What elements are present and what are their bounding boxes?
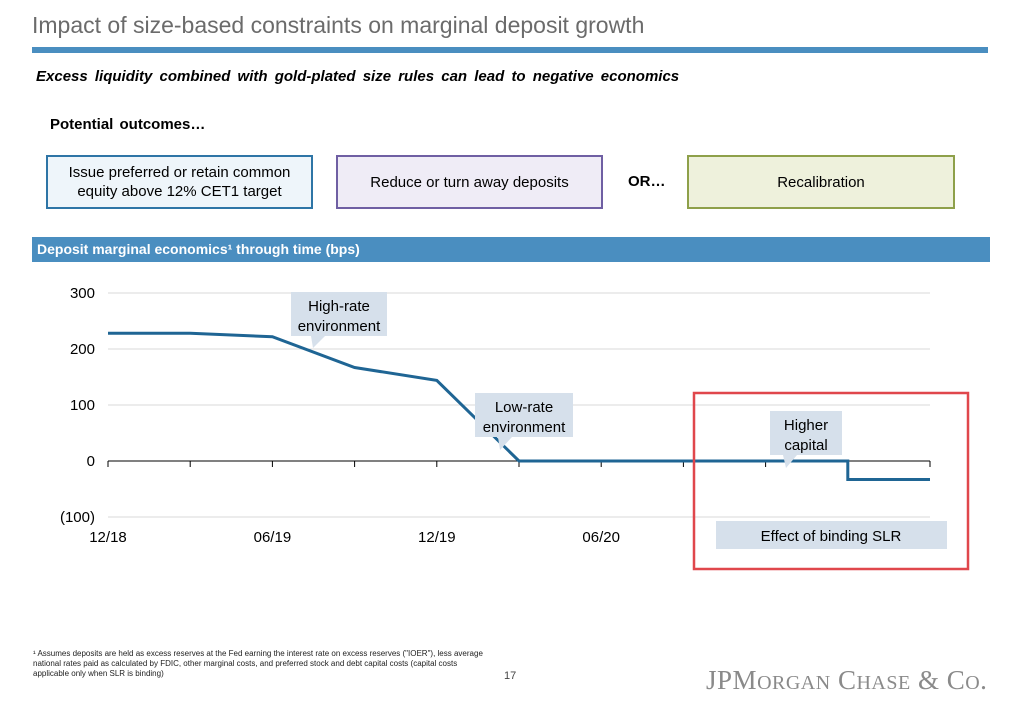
y-tick-label: 200 [70, 341, 95, 358]
y-tick-label: 300 [70, 285, 95, 302]
or-label: OR… [628, 173, 666, 190]
outcome-box-issue-equity-text: Issue preferred or retain common equity … [68, 164, 291, 200]
x-tick-label: 06/20 [582, 529, 620, 546]
outcome-box-reduce-deposits: Reduce or turn away deposits [336, 155, 603, 209]
y-tick-label: (100) [60, 509, 95, 526]
company-logo: JPMORGAN CHASE & CO. [706, 664, 992, 705]
outcome-box-recalibration-text: Recalibration [777, 173, 865, 191]
callout-higher-capital-text: capital [784, 437, 827, 454]
x-tick-label: 12/19 [418, 529, 456, 546]
callout-high-rate-box [291, 292, 387, 336]
slide-title: Impact of size-based constraints on marg… [32, 12, 645, 38]
slide-subtitle: Excess liquidity combined with gold-plat… [36, 68, 680, 85]
series-line [108, 331, 930, 481]
callout-low-rate-text: Low-rate [495, 399, 553, 416]
callout-high-rate-pointer [311, 336, 325, 348]
deposit-economics-chart: 3002001000(100)12/1806/1912/1906/2012/20… [60, 285, 970, 571]
title-divider [32, 47, 988, 53]
chart-header-bar [32, 237, 990, 262]
slr-label-text: Effect of binding SLR [761, 528, 902, 545]
callout-high-rate-text: High-rate [308, 298, 370, 315]
callout-low-rate-pointer [498, 437, 512, 450]
page-number: 17 [504, 670, 517, 682]
footnote: ¹ Assumes deposits are held as excess re… [33, 649, 483, 678]
callout-higher-capital-box [770, 411, 842, 455]
callout-higher-capital-text: Higher [784, 417, 828, 434]
svg-text:JPMORGAN CHASE & CO.: JPMORGAN CHASE & CO. [706, 665, 987, 695]
callout-low-rate-box [475, 393, 573, 437]
outcomes-label: Potential outcomes… [50, 116, 206, 133]
chart-title: Deposit marginal economics¹ through time… [37, 241, 360, 257]
callout-high-rate-text: environment [298, 318, 381, 335]
slr-highlight-frame [692, 391, 970, 571]
outcome-box-reduce-deposits-text: Reduce or turn away deposits [370, 173, 569, 191]
callout-higher-capital-pointer [783, 455, 797, 468]
outcome-box-recalibration: Recalibration [687, 155, 955, 209]
callout-low-rate-text: environment [483, 419, 566, 436]
slr-label-box [716, 521, 947, 549]
outcome-box-issue-equity: Issue preferred or retain common equity … [46, 155, 313, 209]
jpmorgan-wordmark: JPMORGAN CHASE & CO. [706, 665, 987, 695]
y-tick-label: 100 [70, 397, 95, 414]
x-tick-label: 12/18 [89, 529, 127, 546]
x-tick-label: 06/19 [254, 529, 292, 546]
y-tick-label: 0 [87, 453, 95, 470]
